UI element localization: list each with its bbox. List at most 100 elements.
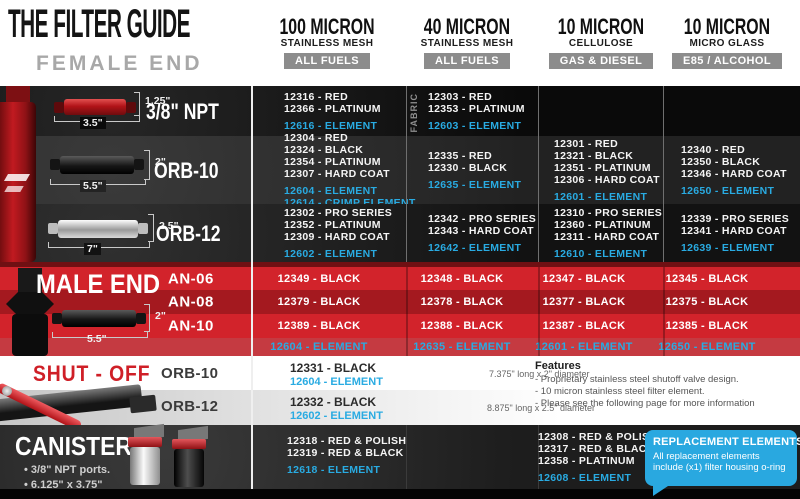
media-label: STAINLESS MESH [280, 38, 374, 49]
parts-cell-npt-40micron: 12303 - RED 12353 - PLATINUM 12603 - ELEM… [428, 86, 525, 136]
part-number: 12349 - BLACK [277, 272, 361, 285]
male-end-title: MALE END [36, 269, 161, 299]
fuel-badge: GAS & DIESEL [548, 53, 654, 69]
dimension-label: 2.5" [159, 220, 179, 232]
spec-bullet: • 3/8" NPT ports. [24, 464, 111, 476]
male-end-section: AN-06 12349 - BLACK 12348 - BLACK 12347 … [0, 262, 800, 356]
part-number: 12354 - PLATINUM [284, 155, 381, 168]
part-number: 12378 - BLACK [420, 296, 504, 308]
part-number: 12379 - BLACK [277, 296, 361, 308]
fuel-badge: ALL FUELS [424, 53, 510, 69]
part-number: 12377 - BLACK [542, 296, 626, 308]
row-label-orb12: ORB-12 [161, 398, 219, 415]
element-number: 12608 - ELEMENT [538, 472, 632, 484]
part-number: 12317 - RED & BLACK [538, 443, 655, 455]
row-label-an08: AN-08 [168, 293, 214, 311]
part-number: 12347 - BLACK [542, 272, 626, 285]
part-number: 12340 - RED [681, 143, 745, 156]
row-label-an10: AN-10 [168, 317, 214, 335]
part-number: 12335 - RED [428, 149, 492, 162]
media-label: MICRO GLASS [689, 38, 765, 49]
part-number: 12345 - BLACK [665, 272, 749, 285]
callout-title: REPLACEMENT ELEMENTS [653, 436, 800, 448]
female-row-orb10: 2" 5.5" ORB-10 12304 - RED 12324 - BLACK 1… [0, 132, 800, 209]
part-number: 12358 - PLATINUM [538, 455, 635, 467]
parts-cell-shutoff-orb12: 12332 - BLACK 12602 - ELEMENT [290, 395, 383, 423]
parts-cell-npt-100micron: 12316 - RED 12366 - PLATINUM 12616 - ELEM… [284, 86, 381, 136]
part-number: 12331 - BLACK [290, 361, 377, 375]
part-number: 12301 - RED [554, 137, 618, 150]
shutoff-valve-hinge [2, 386, 12, 396]
callout-body: All replacement elements include (x1) fi… [653, 451, 786, 473]
element-number: 12601 - ELEMENT [535, 341, 633, 353]
row-label-orb10: ORB-10 [161, 365, 219, 382]
female-row-npt: 1.25" 3.5" 3/8" NPT 12316 - RED 12366 - P… [0, 86, 800, 136]
column-header-10-micron-cellulose: 10 MICRON CELLULOSE GAS & DIESEL [526, 16, 676, 69]
dimension-label: 3.5" [80, 117, 106, 129]
part-number: 12318 - RED & POLISH [287, 435, 407, 447]
micron-label: 100 MICRON [279, 14, 375, 39]
part-number: 12309 - HARD COAT [284, 230, 390, 243]
dimension-line [134, 92, 140, 116]
element-number: 12602 - ELEMENT [284, 247, 378, 260]
part-number: 12360 - PLATINUM [554, 218, 651, 231]
element-number: 12601 - ELEMENT [554, 190, 648, 203]
element-number: 12639 - ELEMENT [681, 241, 775, 254]
parts-cell-canister-cellulose: 12308 - RED & POLISH 12317 - RED & BLACK 1… [538, 431, 657, 484]
dimension-label: 1.25" [145, 95, 171, 107]
part-number: 12385 - BLACK [665, 320, 749, 332]
parts-cell-canister-100micron: 12318 - RED & POLISH 12319 - RED & BLACK … [287, 435, 406, 476]
element-number: 12642 - ELEMENT [428, 241, 522, 254]
row-label-npt: 3/8" NPT [146, 99, 219, 124]
part-number: 12308 - RED & POLISH [538, 431, 658, 443]
features-block: Features - Proprietary stainless steel s… [535, 360, 755, 410]
part-number: 12375 - BLACK [665, 296, 749, 308]
part-number: 12388 - BLACK [420, 320, 504, 332]
column-header-100-micron: 100 MICRON STAINLESS MESH ALL FUELS [252, 16, 402, 69]
dimension-line [148, 214, 154, 242]
dimension-label: 5.5" [80, 180, 106, 192]
canister-black-image [172, 425, 208, 488]
part-number: 12316 - RED [284, 90, 348, 103]
parts-cell-orb12-microglass: 12339 - PRO SERIES 12341 - HARD COAT 1263… [681, 204, 789, 262]
part-number: 12342 - PRO SERIES [428, 212, 537, 225]
dimension-line [144, 150, 150, 180]
section-top-strip [0, 262, 800, 267]
part-number: 12341 - HARD COAT [681, 224, 787, 237]
part-number: 12350 - BLACK [681, 155, 761, 168]
dimension-line [52, 332, 148, 338]
shutoff-section: SHUT - OFF ORB-10 ORB-12 12331 - BLACK 1… [0, 356, 800, 432]
features-heading: Features [535, 360, 581, 372]
replacement-elements-callout: REPLACEMENT ELEMENTS All replacement ele… [645, 430, 800, 496]
parts-cell-orb12-100micron: 12302 - PRO SERIES 12352 - PLATINUM 12309 … [284, 204, 392, 262]
fuel-badge: ALL FUELS [284, 53, 370, 69]
part-number: 12343 - HARD COAT [428, 224, 534, 237]
part-number: 12366 - PLATINUM [284, 102, 381, 115]
part-number: 12352 - PLATINUM [284, 218, 381, 231]
part-number: 12348 - BLACK [420, 272, 504, 285]
male-row-an06: AN-06 12349 - BLACK 12348 - BLACK 12347 … [0, 267, 800, 290]
micron-label: 40 MICRON [423, 14, 511, 39]
spec-bullet: • 6.125" x 3.75" [24, 479, 103, 491]
element-number: 12610 - ELEMENT [554, 247, 648, 260]
size-note-orb12: 8.875" long x 2.5" diameter [487, 403, 595, 413]
element-number: 12604 - ELEMENT [284, 184, 378, 197]
element-number: 12616 - ELEMENT [284, 119, 378, 132]
element-number: 12604 - ELEMENT [290, 376, 383, 388]
dimension-label: 2" [155, 310, 166, 322]
feature-item: - Please see the following page for more… [535, 398, 755, 409]
part-number: 12311 - HARD COAT [554, 230, 660, 243]
parts-cell-orb10-cellulose: 12301 - RED 12321 - BLACK 12351 - PLATINUM… [554, 136, 660, 204]
element-number: 12650 - ELEMENT [658, 341, 756, 353]
part-number: 12303 - RED [428, 90, 492, 103]
column-divider [538, 425, 539, 489]
red-inline-filter-image [54, 99, 136, 115]
row-label-orb10: ORB-10 [154, 158, 219, 183]
part-number: 12307 - HARD COAT [284, 167, 390, 180]
fuel-badge: E85 / ALCOHOL [672, 53, 782, 69]
micron-label: 10 MICRON [683, 14, 771, 39]
row-label-orb12: ORB-12 [156, 221, 221, 246]
fabric-note: FABRIC [409, 93, 419, 133]
female-row-orb12: 2.5" 7" ORB-12 12302 - PRO SERIES 12352 -… [0, 204, 800, 262]
red-bottle-filter-image [0, 86, 40, 262]
